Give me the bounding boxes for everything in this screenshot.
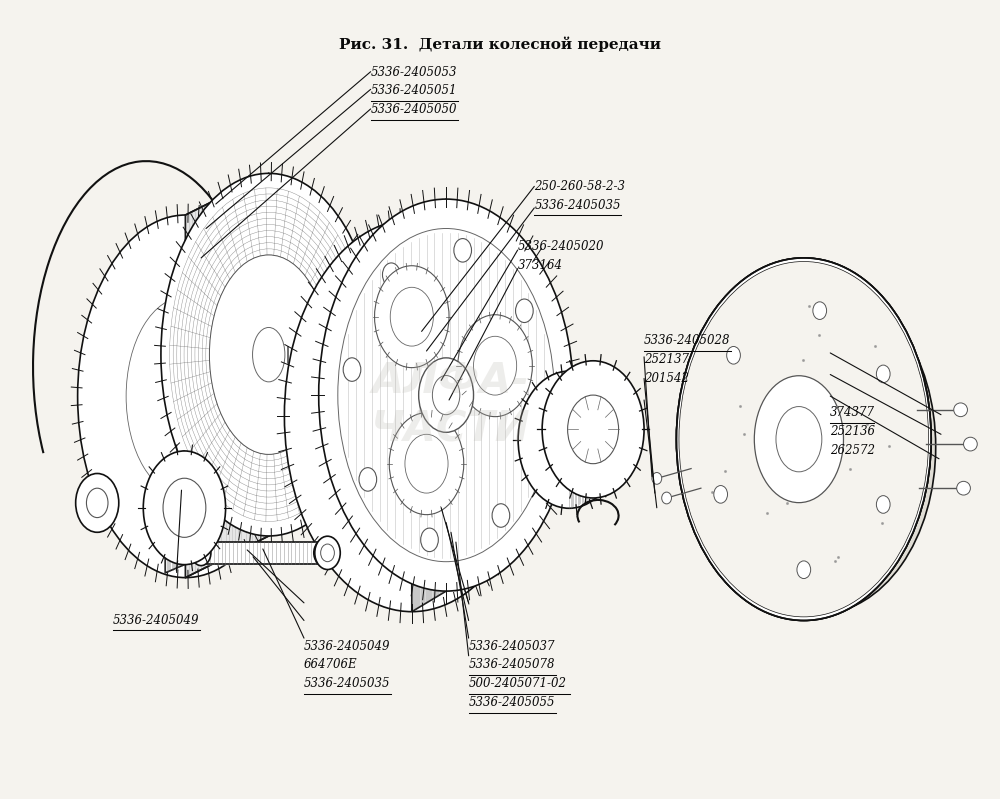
Ellipse shape xyxy=(652,472,662,484)
Ellipse shape xyxy=(78,215,293,578)
Ellipse shape xyxy=(776,407,822,472)
Ellipse shape xyxy=(143,451,226,565)
Text: АЛФА-
ЧАСТИ: АЛФА- ЧАСТИ xyxy=(371,360,531,450)
Ellipse shape xyxy=(209,255,328,455)
Ellipse shape xyxy=(163,479,206,538)
Text: Рис. 31.  Детали колесной передачи: Рис. 31. Детали колесной передачи xyxy=(339,36,661,52)
Text: 5336-2405035: 5336-2405035 xyxy=(534,199,621,212)
Ellipse shape xyxy=(338,229,554,562)
Ellipse shape xyxy=(516,299,533,323)
Ellipse shape xyxy=(714,486,728,503)
Ellipse shape xyxy=(679,261,929,617)
Ellipse shape xyxy=(375,266,449,368)
Ellipse shape xyxy=(701,280,936,614)
Polygon shape xyxy=(165,451,184,573)
Text: 250-260-58-2-3: 250-260-58-2-3 xyxy=(534,180,625,193)
Ellipse shape xyxy=(721,467,887,611)
Ellipse shape xyxy=(474,336,517,395)
Ellipse shape xyxy=(492,503,510,527)
Ellipse shape xyxy=(813,302,827,320)
Ellipse shape xyxy=(382,263,400,286)
Ellipse shape xyxy=(727,347,740,364)
Text: 5336-2405028: 5336-2405028 xyxy=(644,334,731,348)
Ellipse shape xyxy=(419,358,474,432)
Ellipse shape xyxy=(76,474,119,532)
Ellipse shape xyxy=(315,536,340,570)
Text: 262572: 262572 xyxy=(830,444,875,457)
Text: 5336-2405037: 5336-2405037 xyxy=(469,640,555,653)
Ellipse shape xyxy=(518,371,620,508)
Text: 5336-2405055: 5336-2405055 xyxy=(469,696,555,709)
Ellipse shape xyxy=(284,220,539,612)
Text: 5336-2405078: 5336-2405078 xyxy=(469,658,555,671)
Ellipse shape xyxy=(787,402,850,492)
Ellipse shape xyxy=(797,561,811,578)
Ellipse shape xyxy=(527,434,545,457)
Polygon shape xyxy=(185,173,269,578)
Text: 374377: 374377 xyxy=(830,407,875,419)
Text: 201542: 201542 xyxy=(644,372,689,385)
Ellipse shape xyxy=(676,258,931,621)
Ellipse shape xyxy=(876,365,890,383)
Ellipse shape xyxy=(319,199,574,591)
Ellipse shape xyxy=(568,395,619,463)
Text: 252137: 252137 xyxy=(644,353,689,366)
Ellipse shape xyxy=(161,173,377,536)
Ellipse shape xyxy=(754,376,843,503)
Ellipse shape xyxy=(321,544,334,562)
Ellipse shape xyxy=(359,467,377,491)
Ellipse shape xyxy=(389,413,464,515)
Text: 664706Е: 664706Е xyxy=(304,658,358,671)
Ellipse shape xyxy=(86,488,108,518)
Ellipse shape xyxy=(421,528,438,551)
Text: 5336-2405050: 5336-2405050 xyxy=(371,103,457,117)
Ellipse shape xyxy=(458,315,532,416)
Ellipse shape xyxy=(454,239,472,262)
Ellipse shape xyxy=(253,328,285,382)
Text: 5336-2405051: 5336-2405051 xyxy=(371,85,457,97)
Text: 252136: 252136 xyxy=(830,425,875,438)
Text: 5336-2405053: 5336-2405053 xyxy=(371,66,457,78)
Ellipse shape xyxy=(432,376,460,415)
Text: 5336-2405020: 5336-2405020 xyxy=(518,240,604,253)
Text: 5336-2405035: 5336-2405035 xyxy=(304,678,390,690)
Ellipse shape xyxy=(126,296,245,496)
Polygon shape xyxy=(569,361,593,508)
Text: 5336-2405049: 5336-2405049 xyxy=(113,614,199,626)
Text: 500-2405071-02: 500-2405071-02 xyxy=(469,678,567,690)
Ellipse shape xyxy=(676,258,931,621)
Ellipse shape xyxy=(748,348,889,547)
Ellipse shape xyxy=(390,288,433,346)
Ellipse shape xyxy=(314,540,333,566)
Ellipse shape xyxy=(876,495,890,513)
Ellipse shape xyxy=(343,358,361,381)
Ellipse shape xyxy=(191,540,211,566)
Text: 5336-2405049: 5336-2405049 xyxy=(304,640,390,653)
Ellipse shape xyxy=(405,435,448,493)
Ellipse shape xyxy=(964,437,977,451)
Ellipse shape xyxy=(542,361,644,498)
Ellipse shape xyxy=(954,403,967,416)
Ellipse shape xyxy=(957,481,970,495)
Text: 373164: 373164 xyxy=(518,259,563,272)
Ellipse shape xyxy=(662,492,672,504)
Polygon shape xyxy=(412,199,446,612)
